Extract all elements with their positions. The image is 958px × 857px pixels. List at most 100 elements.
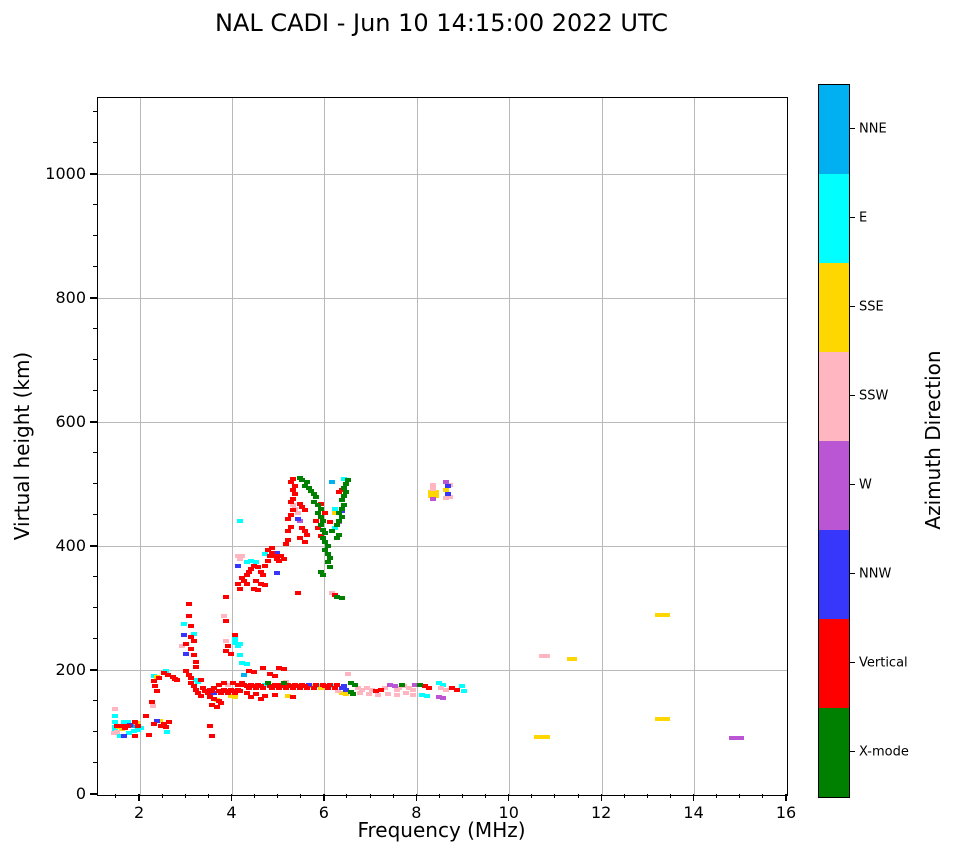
y-tick-label: 800 — [55, 287, 86, 307]
data-point — [301, 539, 308, 544]
colorbar-tick-label: Vertical — [859, 655, 908, 670]
y-tick-minor — [93, 731, 97, 733]
data-point — [440, 695, 447, 700]
data-point — [301, 484, 308, 489]
colorbar-segment-w — [819, 441, 849, 530]
data-point — [153, 718, 160, 723]
data-point — [331, 686, 338, 691]
data-point — [428, 494, 435, 499]
data-point — [294, 517, 301, 522]
gridline-x — [139, 98, 141, 795]
data-point — [253, 579, 260, 584]
gridline-y — [98, 422, 787, 424]
data-point — [190, 639, 197, 644]
data-point — [183, 651, 190, 656]
data-point — [227, 693, 234, 698]
data-point — [150, 678, 157, 683]
data-point — [192, 665, 199, 670]
colorbar-segment-x — [819, 708, 849, 797]
x-tick-major — [600, 794, 602, 801]
x-tick-label: 14 — [683, 803, 704, 822]
colorbar-tick-label: W — [859, 477, 872, 492]
data-point — [290, 496, 296, 501]
y-axis-label: Virtual height (km) — [10, 351, 34, 541]
colorbar-tick-label: NNW — [859, 566, 892, 581]
x-tick-minor — [716, 794, 718, 798]
data-point — [162, 668, 169, 673]
data-point — [185, 602, 192, 606]
data-point — [207, 723, 214, 728]
y-tick-minor — [93, 390, 97, 392]
data-point — [236, 587, 243, 592]
x-tick-label: 6 — [318, 803, 329, 822]
data-point — [285, 537, 292, 542]
data-point — [192, 687, 199, 692]
data-point — [280, 681, 287, 686]
plot-clip — [98, 98, 787, 795]
data-point — [248, 566, 255, 571]
data-point — [158, 724, 165, 729]
colorbar-tick — [850, 483, 855, 486]
data-point — [326, 556, 333, 561]
y-tick-minor — [93, 607, 97, 609]
data-point — [223, 619, 229, 624]
data-point — [246, 569, 253, 574]
data-point — [257, 569, 264, 574]
data-point — [264, 558, 271, 563]
gridline-x — [509, 98, 511, 795]
data-point — [236, 653, 243, 658]
data-point — [315, 510, 322, 515]
data-point — [419, 692, 426, 697]
gridline-x — [324, 98, 326, 795]
data-point — [340, 684, 347, 689]
data-point — [329, 479, 336, 484]
data-point — [269, 686, 276, 691]
data-point — [112, 706, 119, 711]
y-tick-major — [90, 297, 97, 299]
data-point — [398, 682, 405, 687]
data-point — [187, 647, 194, 652]
y-tick-major — [90, 421, 97, 423]
data-point — [132, 720, 139, 725]
data-point — [269, 551, 276, 556]
data-point — [229, 681, 236, 686]
data-point — [460, 689, 467, 694]
data-point — [301, 529, 308, 534]
data-point — [262, 583, 269, 588]
data-point — [306, 486, 313, 491]
x-tick-minor — [485, 794, 487, 798]
data-point — [116, 734, 123, 739]
x-tick-minor — [531, 794, 533, 798]
data-point — [146, 733, 153, 738]
data-point — [306, 682, 313, 687]
data-point — [162, 724, 169, 729]
x-tick-major — [508, 794, 510, 801]
colorbar-segment-nne — [819, 85, 849, 174]
data-point — [192, 659, 199, 664]
data-point — [209, 688, 216, 693]
data-point — [296, 686, 303, 691]
data-point — [197, 693, 204, 698]
gridline-x — [416, 98, 418, 795]
data-point — [320, 535, 327, 540]
colorbar-tick — [850, 127, 855, 130]
data-point — [294, 510, 301, 515]
data-point — [243, 661, 250, 666]
x-tick-minor — [184, 794, 186, 798]
data-point — [303, 686, 310, 691]
colorbar-tick-label: SSW — [859, 388, 889, 403]
data-point — [204, 690, 211, 695]
data-point — [310, 500, 317, 505]
data-point — [410, 692, 417, 697]
data-point — [239, 554, 246, 559]
colorbar-tick-label: SSE — [859, 299, 884, 314]
x-tick-minor — [392, 794, 394, 798]
x-tick-major — [692, 794, 695, 801]
x-tick-minor — [554, 794, 556, 798]
data-point — [343, 481, 350, 486]
y-tick-minor — [93, 700, 97, 702]
data-point — [143, 713, 150, 718]
data-point — [183, 668, 190, 673]
colorbar-segment-e — [819, 174, 849, 263]
data-point — [218, 690, 225, 695]
